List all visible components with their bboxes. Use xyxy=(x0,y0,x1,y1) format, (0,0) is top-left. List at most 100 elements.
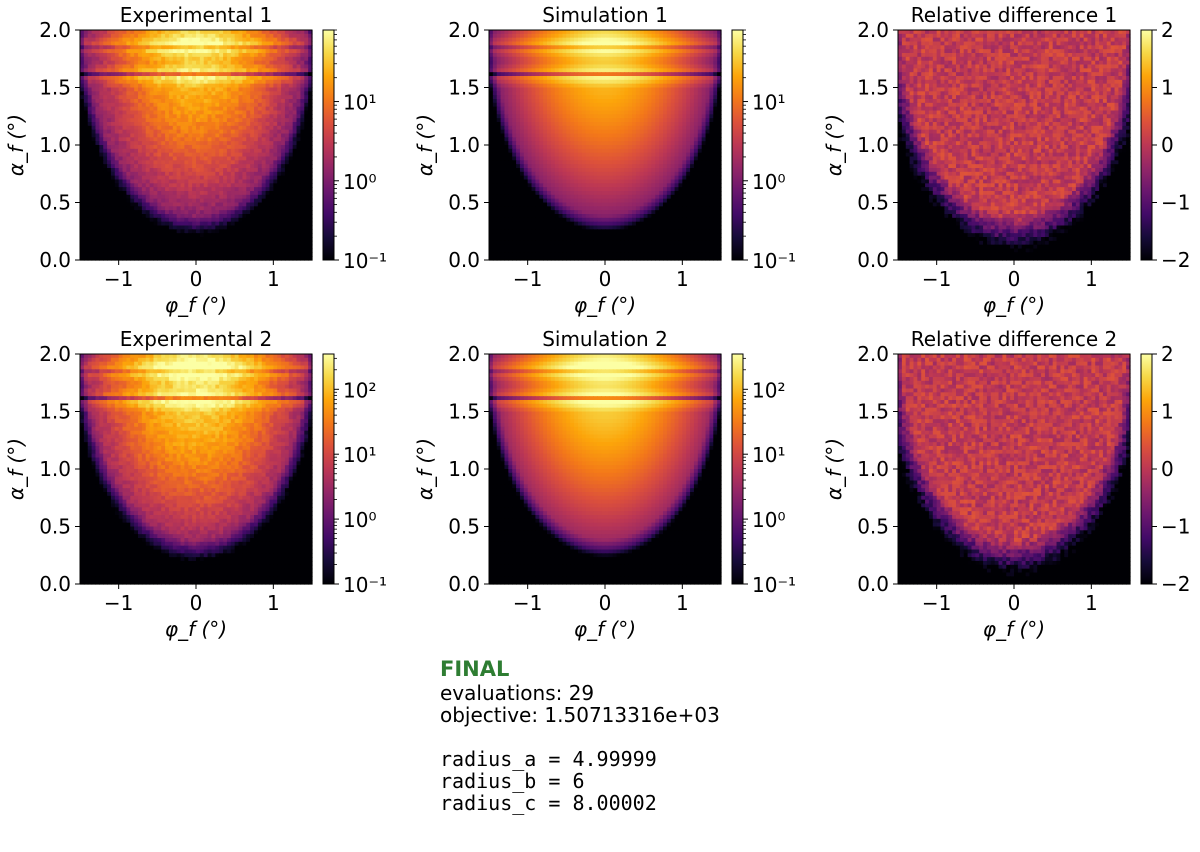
y-tick-label: 1.5 xyxy=(857,76,889,100)
x-axis-label: φ_f (°) xyxy=(574,293,636,317)
colorbar-tick-label: 10⁰ xyxy=(752,508,785,532)
x-tick-label: 0 xyxy=(599,591,612,615)
y-tick-label: 1.0 xyxy=(448,133,480,157)
y-axis-label: α_f (°) xyxy=(413,114,437,176)
y-tick-label: 1.5 xyxy=(857,400,889,424)
x-tick-label: 0 xyxy=(190,267,203,291)
colorbar-tick-label: 10¹ xyxy=(343,443,376,467)
x-axis-label: φ_f (°) xyxy=(165,293,227,317)
x-tick-label: −1 xyxy=(922,267,951,291)
colorbar-tick-label: 10⁰ xyxy=(343,508,376,532)
x-axis-label: φ_f (°) xyxy=(574,617,636,641)
x-axis-label: φ_f (°) xyxy=(165,617,227,641)
x-axis-label: φ_f (°) xyxy=(983,617,1045,641)
colorbar xyxy=(323,354,334,584)
subplot-3: Relative difference 10.00.51.01.52.0−1 0 1… xyxy=(822,3,1190,317)
x-tick-label: −1 xyxy=(104,591,133,615)
heatmap-image xyxy=(489,30,722,261)
y-tick-label: 1.0 xyxy=(39,457,71,481)
subplot-title: Relative difference 2 xyxy=(911,327,1118,351)
y-axis-label: α_f (°) xyxy=(822,114,846,176)
colorbar xyxy=(323,30,334,260)
colorbar xyxy=(1141,354,1152,584)
y-tick-label: 2.0 xyxy=(857,342,889,366)
fit-info-panel: FINAL evaluations: 29 objective: 1.50713… xyxy=(440,656,720,814)
colorbar-tick-label: 10¹ xyxy=(343,91,376,115)
heatmap-image xyxy=(489,354,722,585)
x-tick-label: 1 xyxy=(267,591,280,615)
colorbar-tick-label: −2 xyxy=(1161,248,1190,272)
objective-text: objective: 1.50713316e+03 xyxy=(440,704,720,726)
y-tick-label: 1.5 xyxy=(448,400,480,424)
colorbar-tick-label: 10² xyxy=(343,378,376,402)
x-axis-label: φ_f (°) xyxy=(983,293,1045,317)
colorbar-tick-label: 0 xyxy=(1161,457,1174,481)
y-axis-label: α_f (°) xyxy=(4,438,28,500)
colorbar-tick-label: 10⁰ xyxy=(343,170,376,194)
colorbar-tick-label: 10¹ xyxy=(752,443,785,467)
subplot-5: Simulation 20.00.51.01.52.0−1 0 1φ_f (°)α_… xyxy=(413,327,796,641)
evaluations-text: evaluations: 29 xyxy=(440,682,720,704)
heatmap-image xyxy=(80,354,313,585)
parameter-list: radius_a = 4.99999 radius_b = 6 radius_c… xyxy=(440,748,720,814)
subplot-6: Relative difference 2 0.0 0.5 1.0 1.5 2.0 −1 0 1… xyxy=(822,327,1190,641)
colorbar xyxy=(732,354,743,584)
x-tick-label: 1 xyxy=(267,267,280,291)
colorbar xyxy=(732,30,743,260)
subplot-title: Experimental 2 xyxy=(120,327,272,351)
x-tick-label: 1 xyxy=(1085,267,1098,291)
y-tick-label: 2.0 xyxy=(39,342,71,366)
subplot-title: Simulation 2 xyxy=(542,327,668,351)
subplot-title: Experimental 1 xyxy=(120,3,272,27)
x-tick-label: 1 xyxy=(676,591,689,615)
y-tick-label: 2.0 xyxy=(448,342,480,366)
heatmap-image xyxy=(898,30,1131,261)
x-tick-label: −1 xyxy=(513,591,542,615)
y-tick-label: 1.0 xyxy=(857,457,889,481)
y-tick-label: 0.5 xyxy=(448,191,480,215)
colorbar-tick-label: 10⁻¹ xyxy=(343,573,387,597)
y-axis-label: α_f (°) xyxy=(4,114,28,176)
colorbar-tick-label: 10² xyxy=(752,378,785,402)
y-tick-label: 1.0 xyxy=(448,457,480,481)
x-tick-label: −1 xyxy=(513,267,542,291)
colorbar-tick-label: 10⁻¹ xyxy=(752,573,796,597)
x-tick-label: 0 xyxy=(1008,591,1021,615)
y-tick-label: 2.0 xyxy=(448,18,480,42)
subplot-title: Simulation 1 xyxy=(542,3,668,27)
x-tick-label: 1 xyxy=(1085,591,1098,615)
y-tick-label: 0.5 xyxy=(448,515,480,539)
colorbar xyxy=(1141,30,1152,260)
y-tick-label: 1.5 xyxy=(448,76,480,100)
y-tick-label: 1.5 xyxy=(39,400,71,424)
subplot-2: Simulation 10.00.51.01.52.0−1 0 1φ_f (°)α_… xyxy=(413,3,796,317)
y-tick-label: 0.5 xyxy=(857,515,889,539)
colorbar-tick-label: −2 xyxy=(1161,572,1190,596)
colorbar-tick-label: 1 xyxy=(1161,400,1174,424)
y-tick-label: 0.0 xyxy=(857,572,889,596)
y-tick-label: 2.0 xyxy=(39,18,71,42)
y-tick-label: 1.0 xyxy=(39,133,71,157)
colorbar-tick-label: −1 xyxy=(1161,191,1190,215)
colorbar-tick-label: 10⁻¹ xyxy=(752,249,796,273)
status-label: FINAL xyxy=(440,656,720,682)
parameter-line: radius_c = 8.00002 xyxy=(440,792,720,814)
y-tick-label: 0.0 xyxy=(448,572,480,596)
colorbar-tick-label: 1 xyxy=(1161,76,1174,100)
y-tick-label: 0.5 xyxy=(39,515,71,539)
colorbar-tick-label: 10⁰ xyxy=(752,170,785,194)
colorbar-tick-label: 10⁻¹ xyxy=(343,249,387,273)
figure: Experimental 1 0.0 0.5 1.0 1.5 2.0 −1 0 1 φ_f (°)… xyxy=(0,0,1200,650)
colorbar-tick-label: 2 xyxy=(1161,342,1174,366)
y-tick-label: 2.0 xyxy=(857,18,889,42)
x-tick-label: 0 xyxy=(190,591,203,615)
subplot-1: Experimental 10.00.51.01.52.0−1 0 1φ_f (°)… xyxy=(4,3,387,317)
colorbar-tick-label: −1 xyxy=(1161,515,1190,539)
parameter-line: radius_a = 4.99999 xyxy=(440,748,720,770)
x-tick-label: 0 xyxy=(599,267,612,291)
y-axis-label: α_f (°) xyxy=(822,438,846,500)
y-tick-label: 1.0 xyxy=(857,133,889,157)
parameter-line: radius_b = 6 xyxy=(440,770,720,792)
subplot-4: Experimental 20.00.51.01.52.0−1 0 1φ_f (°)… xyxy=(4,327,387,641)
subplot-title: Relative difference 1 xyxy=(911,3,1118,27)
